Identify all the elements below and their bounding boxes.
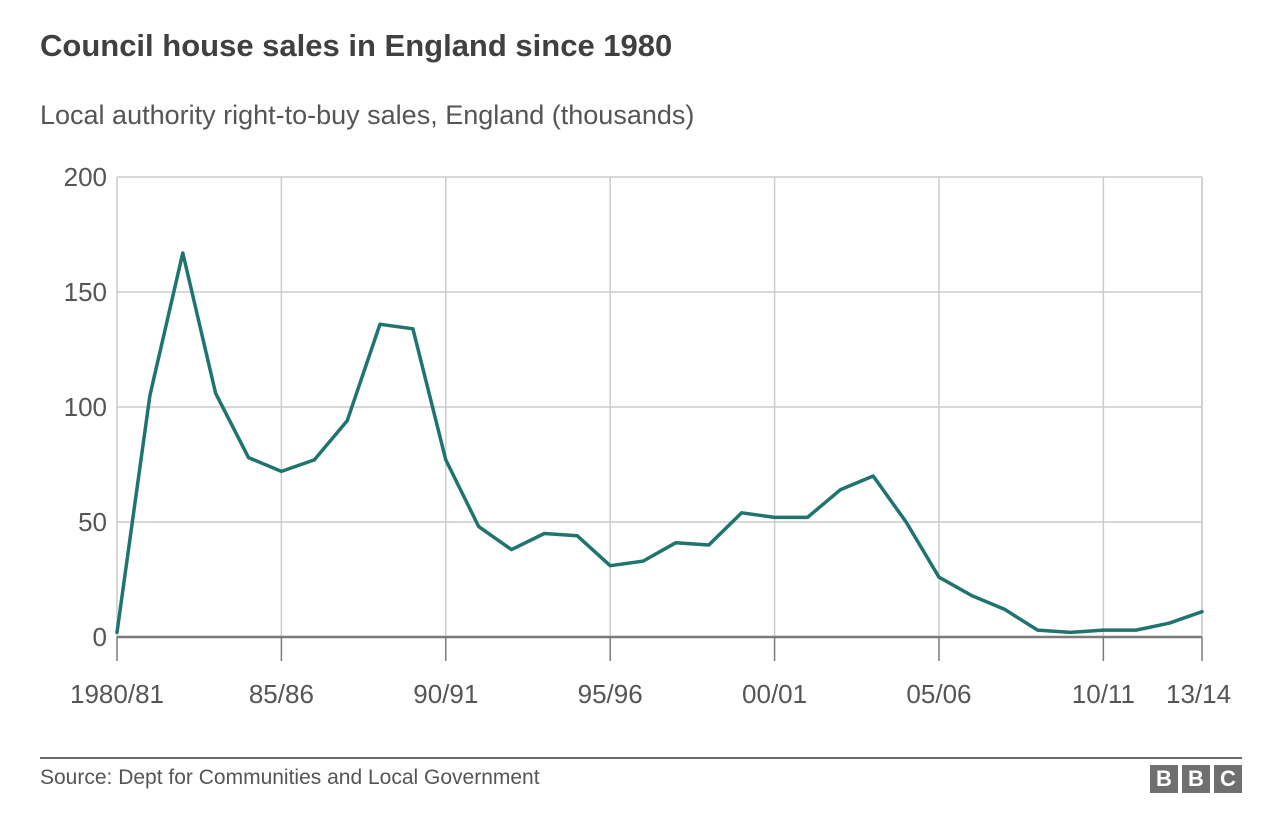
data-point xyxy=(477,525,481,529)
data-point xyxy=(148,394,152,398)
data-point xyxy=(674,541,678,545)
logo-letter: B xyxy=(1150,765,1178,793)
data-point xyxy=(773,515,777,519)
label-layer: 0 50 100 150 200 1980/81 85/86 90/91 95/96 00/01 0… xyxy=(64,162,1231,709)
data-point xyxy=(641,559,645,563)
chart-title: Council house sales in England since 198… xyxy=(40,28,673,63)
x-tick-label: 85/86 xyxy=(249,679,314,709)
data-point xyxy=(608,564,612,568)
data-point xyxy=(444,458,448,462)
data-point xyxy=(1036,628,1040,632)
data-point xyxy=(345,419,349,423)
data-point xyxy=(871,474,875,478)
chart-subtitle: Local authority right-to-buy sales, Engl… xyxy=(40,100,695,130)
data-point xyxy=(247,456,251,460)
data-point xyxy=(707,543,711,547)
data-point xyxy=(312,458,316,462)
data-point xyxy=(1068,630,1072,634)
x-tick-label: 90/91 xyxy=(413,679,478,709)
x-tick-label: 05/06 xyxy=(906,679,971,709)
line-layer xyxy=(115,251,1204,635)
data-point xyxy=(279,469,283,473)
data-point xyxy=(510,548,514,552)
data-point xyxy=(378,322,382,326)
data-point xyxy=(740,511,744,515)
y-tick-label: 100 xyxy=(64,392,107,422)
y-tick-label: 0 xyxy=(93,622,107,652)
data-point xyxy=(542,532,546,536)
y-tick-label: 200 xyxy=(64,162,107,192)
source-note: Source: Dept for Communities and Local G… xyxy=(40,766,540,789)
data-point xyxy=(1003,607,1007,611)
y-tick-label: 150 xyxy=(64,277,107,307)
data-point xyxy=(411,327,415,331)
data-point xyxy=(805,515,809,519)
data-point xyxy=(1167,621,1171,625)
x-tick-label: 10/11 xyxy=(1072,679,1135,709)
grid-layer xyxy=(116,176,1203,637)
x-tick-label: 13/14 xyxy=(1166,679,1231,709)
data-point xyxy=(838,488,842,492)
data-point xyxy=(904,520,908,524)
series-line xyxy=(115,251,1204,635)
logo-letter: C xyxy=(1214,765,1242,793)
x-tick-label: 1980/81 xyxy=(70,679,164,709)
data-point xyxy=(115,630,119,634)
logo-letter: B xyxy=(1182,765,1210,793)
source-divider xyxy=(40,757,1242,759)
axis-layer xyxy=(116,635,1203,661)
data-point xyxy=(1200,610,1204,614)
bbc-logo: B B C xyxy=(1150,765,1242,793)
data-point xyxy=(181,251,185,255)
data-point xyxy=(937,575,941,579)
data-point xyxy=(214,391,218,395)
y-tick-label: 50 xyxy=(78,507,107,537)
data-point xyxy=(1101,628,1105,632)
x-tick-label: 00/01 xyxy=(742,679,807,709)
data-point xyxy=(1134,628,1138,632)
data-point xyxy=(970,594,974,598)
data-point xyxy=(575,534,579,538)
x-tick-label: 95/96 xyxy=(578,679,643,709)
